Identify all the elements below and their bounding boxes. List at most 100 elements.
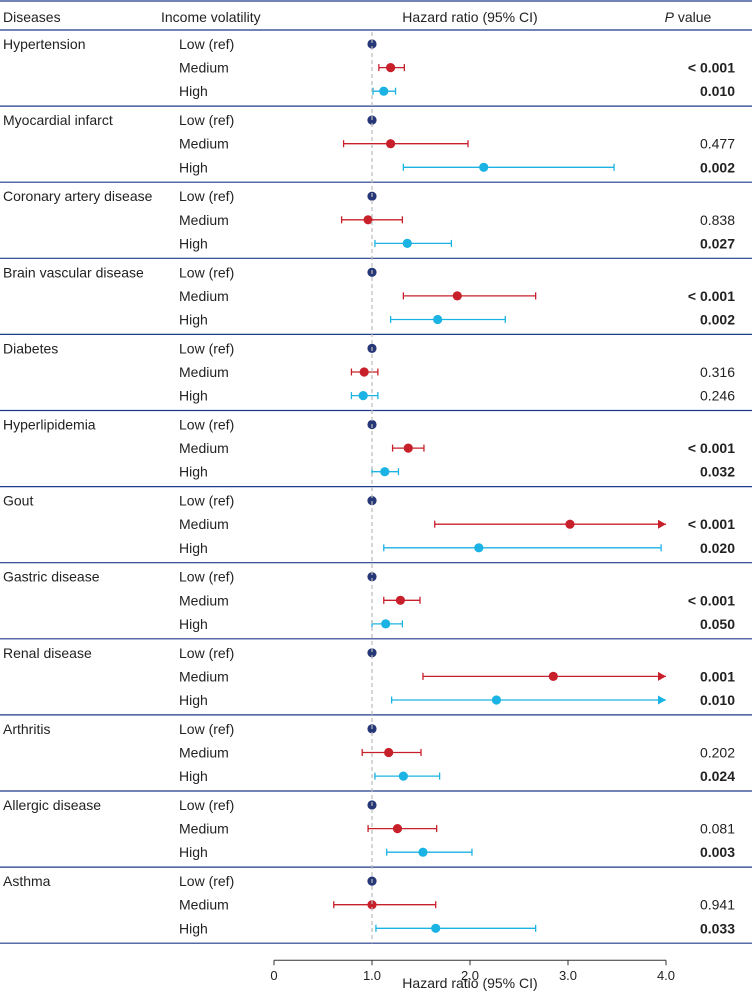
group-label-medium: Medium bbox=[179, 516, 229, 532]
header-p-italic: P bbox=[665, 9, 675, 25]
disease-name: Gout bbox=[3, 493, 33, 509]
group-label-high: High bbox=[179, 235, 208, 251]
point-high bbox=[398, 771, 408, 781]
p-value: 0.002 bbox=[700, 159, 735, 175]
group-label-low: Low (ref) bbox=[179, 36, 234, 52]
point-low bbox=[367, 648, 377, 658]
disease-name: Coronary artery disease bbox=[3, 188, 153, 204]
x-tick-label: 3.0 bbox=[559, 968, 577, 983]
p-value: < 0.001 bbox=[688, 592, 735, 608]
header-p-value: P value bbox=[665, 9, 712, 25]
group-label-high: High bbox=[179, 920, 208, 936]
header-diseases: Diseases bbox=[3, 9, 61, 25]
point-medium bbox=[386, 139, 396, 149]
group-label-high: High bbox=[179, 692, 208, 708]
group-label-low: Low (ref) bbox=[179, 340, 234, 356]
group-label-high: High bbox=[179, 312, 208, 328]
disease-block: Hypertension Low (ref) Medium < 0.001 High 0.… bbox=[0, 36, 752, 107]
group-label-high: High bbox=[179, 616, 208, 632]
group-label-medium: Medium bbox=[179, 668, 229, 684]
disease-name: Myocardial infarct bbox=[3, 112, 113, 128]
point-medium bbox=[395, 595, 406, 605]
disease-block: Arthritis Low (ref) Medium 0.202 High 0.024 bbox=[0, 721, 752, 792]
group-label-high: High bbox=[179, 159, 208, 175]
table-header: Diseases Income volatility Hazard ratio … bbox=[3, 9, 712, 25]
p-value: 0.024 bbox=[700, 768, 735, 784]
point-medium bbox=[403, 443, 413, 453]
x-tick-label: 1.0 bbox=[363, 968, 381, 983]
p-value: < 0.001 bbox=[688, 288, 735, 304]
p-value: 0.202 bbox=[700, 745, 735, 761]
p-value: 0.010 bbox=[700, 83, 735, 99]
disease-block: Myocardial infarct Low (ref) Medium 0.477 Hi… bbox=[0, 112, 752, 183]
p-value: 0.081 bbox=[700, 821, 735, 837]
disease-name: Hyperlipidemia bbox=[3, 417, 96, 433]
p-value: 0.246 bbox=[700, 388, 735, 404]
group-label-high: High bbox=[179, 768, 208, 784]
group-label-medium: Medium bbox=[179, 212, 229, 228]
disease-name: Diabetes bbox=[3, 340, 58, 356]
point-medium bbox=[392, 824, 403, 834]
p-value: 0.477 bbox=[700, 136, 735, 152]
table-body: Hypertension Low (ref) Medium < 0.001 High 0.… bbox=[0, 36, 752, 944]
point-low bbox=[367, 39, 377, 49]
group-label-high: High bbox=[179, 83, 208, 99]
point-medium bbox=[565, 519, 575, 529]
p-value: 0.010 bbox=[700, 692, 735, 708]
header-hazard-ratio: Hazard ratio (95% CI) bbox=[402, 9, 537, 25]
p-value: 0.316 bbox=[700, 364, 735, 380]
ci-arrow-medium bbox=[658, 671, 666, 681]
p-value: 0.002 bbox=[700, 312, 735, 328]
disease-block: Hyperlipidemia Low (ref) Medium < 0.001 High… bbox=[0, 417, 752, 488]
x-axis: Hazard ratio (95% CI) 0 1.0 2.0 3.0 4.0 bbox=[270, 959, 675, 991]
disease-name: Renal disease bbox=[3, 645, 92, 661]
point-low bbox=[367, 572, 377, 582]
group-label-medium: Medium bbox=[179, 745, 229, 761]
x-tick-label: 2.0 bbox=[461, 968, 479, 983]
group-label-medium: Medium bbox=[179, 440, 229, 456]
header-income-volatility: Income volatility bbox=[161, 9, 261, 25]
x-tick-label: 0 bbox=[270, 968, 277, 983]
group-label-low: Low (ref) bbox=[179, 417, 234, 433]
group-label-low: Low (ref) bbox=[179, 188, 234, 204]
group-label-medium: Medium bbox=[179, 136, 229, 152]
point-medium bbox=[363, 215, 373, 225]
x-tick-label: 4.0 bbox=[657, 968, 675, 983]
group-label-high: High bbox=[179, 388, 208, 404]
p-value: 0.020 bbox=[700, 540, 735, 556]
disease-block: Coronary artery disease Low (ref) Medium 0.… bbox=[0, 188, 752, 259]
group-label-high: High bbox=[179, 464, 208, 480]
disease-block: Asthma Low (ref) Medium 0.941 High 0.033 bbox=[0, 873, 752, 944]
point-high bbox=[431, 923, 441, 933]
p-value: 0.003 bbox=[700, 844, 735, 860]
point-low bbox=[367, 115, 377, 125]
point-high bbox=[381, 619, 391, 629]
group-label-low: Low (ref) bbox=[179, 264, 234, 280]
point-high bbox=[379, 86, 389, 96]
p-value: < 0.001 bbox=[688, 60, 735, 76]
p-value: < 0.001 bbox=[688, 440, 735, 456]
disease-block: Brain vascular disease Low (ref) Medium < 0… bbox=[0, 264, 752, 335]
point-high bbox=[402, 238, 412, 248]
disease-block: Gout Low (ref) Medium < 0.001 High 0.020 bbox=[0, 493, 752, 564]
p-value: 0.941 bbox=[700, 897, 735, 913]
disease-name: Asthma bbox=[3, 873, 51, 889]
point-high bbox=[358, 391, 368, 401]
point-medium bbox=[386, 63, 396, 73]
ci-arrow-medium bbox=[658, 519, 666, 529]
point-medium bbox=[367, 900, 377, 910]
disease-block: Renal disease Low (ref) Medium 0.001 High 0.0… bbox=[0, 645, 752, 716]
group-label-medium: Medium bbox=[179, 897, 229, 913]
point-medium bbox=[548, 671, 558, 682]
group-label-high: High bbox=[179, 844, 208, 860]
disease-block: Diabetes Low (ref) Medium 0.316 High 0.246 bbox=[0, 340, 752, 412]
point-low bbox=[367, 496, 377, 506]
point-high bbox=[418, 847, 428, 857]
point-high bbox=[380, 467, 390, 477]
group-label-medium: Medium bbox=[179, 821, 229, 837]
p-value: < 0.001 bbox=[688, 516, 735, 532]
group-label-medium: Medium bbox=[179, 288, 229, 304]
disease-name: Gastric disease bbox=[3, 569, 100, 585]
x-axis-label: Hazard ratio (95% CI) bbox=[402, 975, 537, 991]
